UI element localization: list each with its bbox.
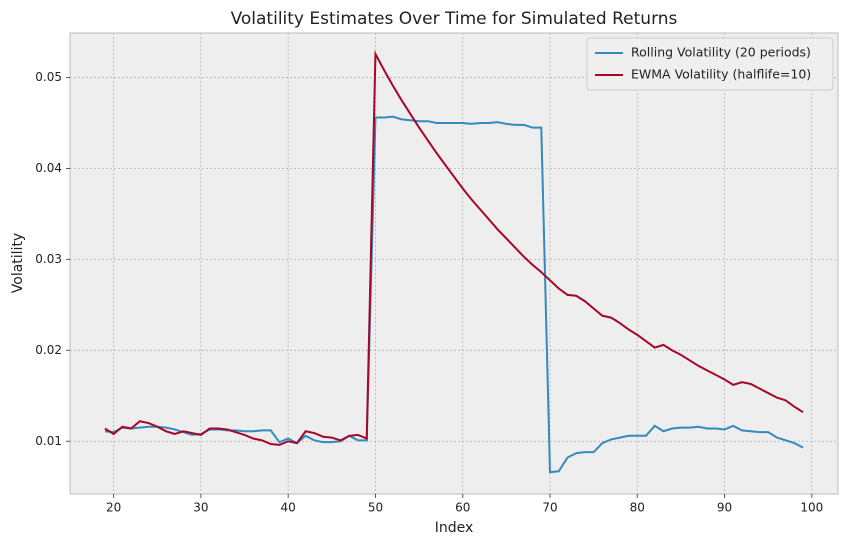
x-axis-label: Index (435, 520, 474, 536)
chart-title: Volatility Estimates Over Time for Simul… (231, 9, 678, 29)
y-tick-label: 0.05 (35, 70, 62, 84)
legend-label: Rolling Volatility (20 periods) (631, 45, 811, 60)
plot-area (69, 32, 839, 495)
legend-box (586, 37, 834, 91)
y-tick-label: 0.04 (35, 161, 62, 175)
legend-label: EWMA Volatility (halflife=10) (631, 67, 811, 82)
x-tick-label: 20 (106, 501, 121, 515)
x-tick-label: 70 (542, 501, 557, 515)
x-tick-label: 40 (281, 501, 296, 515)
x-tick-label: 50 (368, 501, 383, 515)
y-axis-label: Volatility (10, 233, 26, 293)
series-line (104, 50, 804, 446)
y-tick-label: 0.02 (35, 343, 62, 357)
x-tick-label: 80 (630, 501, 645, 515)
x-tick-label: 60 (455, 501, 470, 515)
x-tick-label: 100 (800, 501, 823, 515)
y-tick-label: 0.03 (35, 252, 62, 266)
x-tick-label: 30 (193, 501, 208, 515)
y-tick-label: 0.01 (35, 434, 62, 448)
x-tick-label: 90 (717, 501, 732, 515)
